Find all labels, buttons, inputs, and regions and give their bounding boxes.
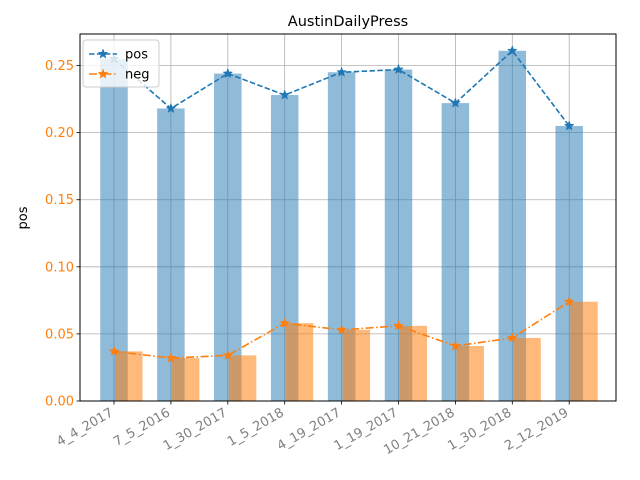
y-tick-label: 0.10 — [45, 260, 74, 275]
marker-neg — [222, 349, 234, 360]
bar-pos — [157, 108, 185, 401]
bar-neg — [570, 301, 598, 401]
bar-neg — [171, 358, 200, 401]
bar-pos — [100, 58, 128, 402]
x-tick-label: 1_30_2017 — [161, 405, 230, 453]
y-axis-label: pos — [16, 206, 31, 229]
chart-title: AustinDailyPress — [288, 14, 408, 30]
marker-neg — [165, 352, 177, 363]
y-tick-label: 0.05 — [45, 327, 74, 342]
y-tick-label: 0.15 — [45, 193, 74, 208]
x-tick-label: 1_30_2018 — [445, 405, 514, 453]
marker-pos — [279, 89, 291, 100]
bar-neg — [513, 337, 541, 401]
marker-neg — [506, 332, 518, 343]
marker-neg — [393, 320, 404, 331]
bar-neg — [228, 355, 257, 401]
marker-neg — [449, 340, 461, 351]
bar-neg — [285, 323, 314, 401]
marker-pos — [336, 66, 348, 77]
bar-neg — [115, 351, 143, 401]
bars — [100, 50, 598, 402]
bar-neg — [456, 345, 484, 401]
x-tick-label: 2_12_2019 — [502, 405, 571, 453]
bar-neg — [399, 325, 427, 401]
legend-marker-pos — [97, 48, 109, 59]
marker-neg — [563, 295, 575, 307]
marker-neg — [336, 324, 348, 335]
bar-pos — [214, 73, 242, 401]
y-tick-label: 0.20 — [45, 126, 74, 141]
legend-label-pos: pos — [125, 48, 148, 63]
x-tick-label: 4_19_2017 — [275, 405, 344, 453]
bar-neg — [342, 329, 371, 401]
marker-neg — [279, 317, 291, 328]
marker-pos — [563, 120, 575, 131]
series-lines — [108, 45, 575, 363]
marker-pos — [222, 67, 234, 79]
legend-marker-neg — [97, 68, 109, 79]
x-tick-label: 4_4_2017 — [54, 405, 116, 449]
marker-pos — [449, 97, 461, 108]
marker-neg — [108, 345, 120, 356]
marker-pos — [506, 45, 518, 56]
legend-label-neg: neg — [125, 68, 150, 83]
plot-frame — [79, 33, 617, 402]
legend: pos neg — [82, 39, 160, 88]
y-tick-label: 0.25 — [45, 59, 74, 74]
y-tick-label: 0.00 — [45, 395, 74, 410]
marker-pos — [393, 63, 404, 75]
marker-pos — [165, 102, 177, 114]
